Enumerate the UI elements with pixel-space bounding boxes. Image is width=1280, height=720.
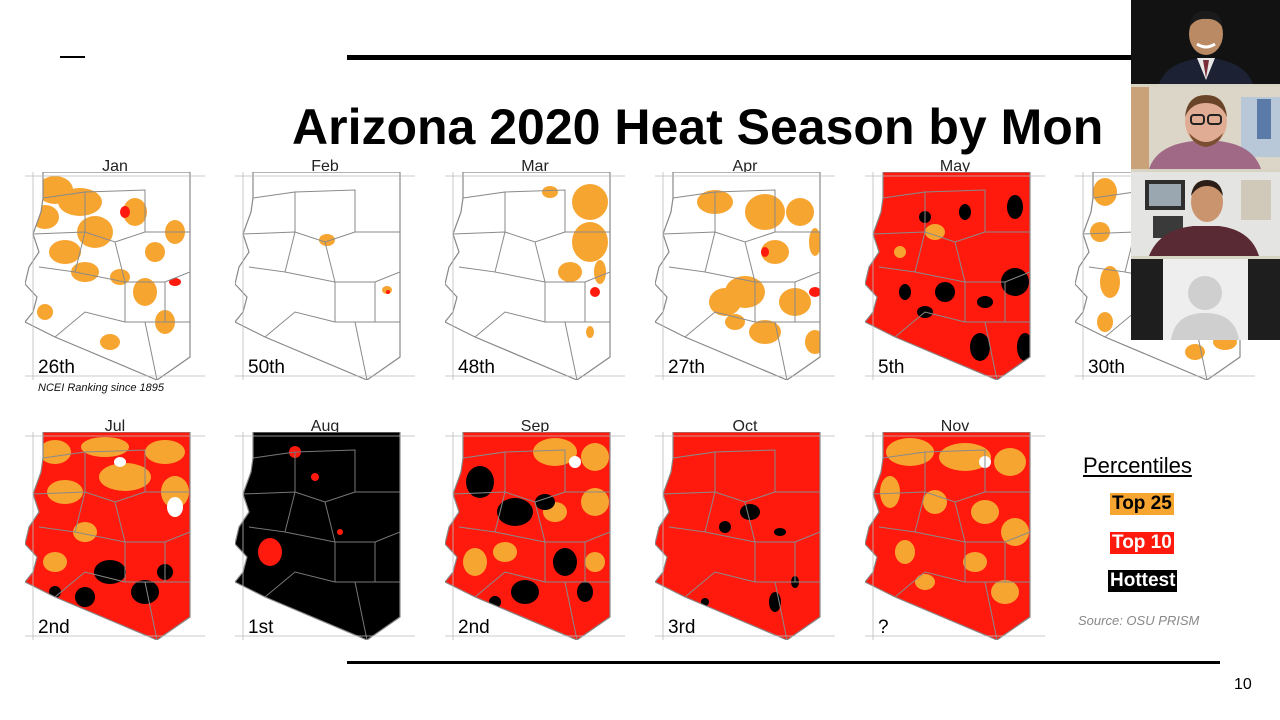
person-with-glasses-avatar <box>1131 87 1280 169</box>
ranking-label: 2nd <box>458 617 490 638</box>
bottom-rule <box>347 661 1220 664</box>
map-panel: Apr 27th <box>655 158 855 388</box>
ranking-label: 3rd <box>668 617 696 638</box>
ranking-note: NCEI Ranking since 1895 <box>38 382 164 394</box>
arizona-map <box>445 172 625 380</box>
month-label: Jul <box>104 418 126 435</box>
map-panel: Aug 1st <box>235 418 435 648</box>
ranking-label: 1st <box>248 617 274 638</box>
legend-title: Percentiles <box>1083 453 1192 478</box>
arizona-map <box>865 432 1045 640</box>
month-label: Oct <box>732 418 758 435</box>
map-panel: Sep 2nd <box>445 418 645 648</box>
month-label: Mar <box>521 158 549 175</box>
month-label: Jan <box>102 158 128 175</box>
month-label: May <box>939 158 971 175</box>
arizona-map <box>235 172 415 380</box>
ranking-label: 50th <box>248 357 285 378</box>
legend-item: Hottest <box>1108 570 1178 592</box>
video-strip <box>1131 0 1280 340</box>
map-panel: Jan 26th <box>25 158 225 388</box>
ranking-label: 5th <box>878 357 905 378</box>
tile-divider <box>1131 256 1280 259</box>
slide-title: Arizona 2020 Heat Season by Mon <box>292 99 1104 155</box>
person-in-sweater-avatar <box>1131 172 1280 256</box>
participant-tile-2[interactable] <box>1131 87 1280 169</box>
top-rule <box>347 55 1220 60</box>
map-panel: Jul 2nd <box>25 418 225 648</box>
map-panel: Feb 50th <box>235 158 435 388</box>
legend-item: Top 25 <box>1110 493 1174 515</box>
ranking-label: 48th <box>458 357 495 378</box>
month-label: Feb <box>311 158 339 175</box>
month-label: Sep <box>520 418 550 435</box>
source-credit: Source: OSU PRISM <box>1078 613 1200 628</box>
slide-dash <box>60 56 85 58</box>
legend-item: Top 10 <box>1110 532 1174 554</box>
ranking-label: ? <box>878 617 889 638</box>
ranking-label: 30th <box>1088 357 1125 378</box>
person-in-suit-avatar <box>1131 0 1280 84</box>
arizona-map <box>865 172 1045 380</box>
map-panel: Mar 48th <box>445 158 645 388</box>
map-panel: Nov? <box>865 418 1065 648</box>
tile-divider <box>1131 84 1280 87</box>
month-label: Apr <box>732 158 758 175</box>
arizona-map <box>235 432 415 640</box>
participant-tile-1[interactable] <box>1131 0 1280 84</box>
participant-tile-4[interactable] <box>1131 259 1280 340</box>
month-label: Nov <box>940 418 970 435</box>
arizona-map <box>655 172 835 380</box>
map-panel: May 5th <box>865 158 1065 388</box>
arizona-map <box>445 432 625 640</box>
default-user-icon <box>1131 259 1280 340</box>
participant-tile-3[interactable] <box>1131 172 1280 256</box>
arizona-map <box>25 172 205 380</box>
arizona-map <box>655 432 835 640</box>
arizona-map <box>25 432 205 640</box>
ranking-label: 27th <box>668 357 705 378</box>
map-panel: Oct 3rd <box>655 418 855 648</box>
ranking-label: 2nd <box>38 617 70 638</box>
ranking-label: 26th <box>38 357 75 378</box>
tile-divider <box>1131 169 1280 172</box>
month-label: Aug <box>310 418 340 435</box>
page-number: 10 <box>1234 676 1252 693</box>
